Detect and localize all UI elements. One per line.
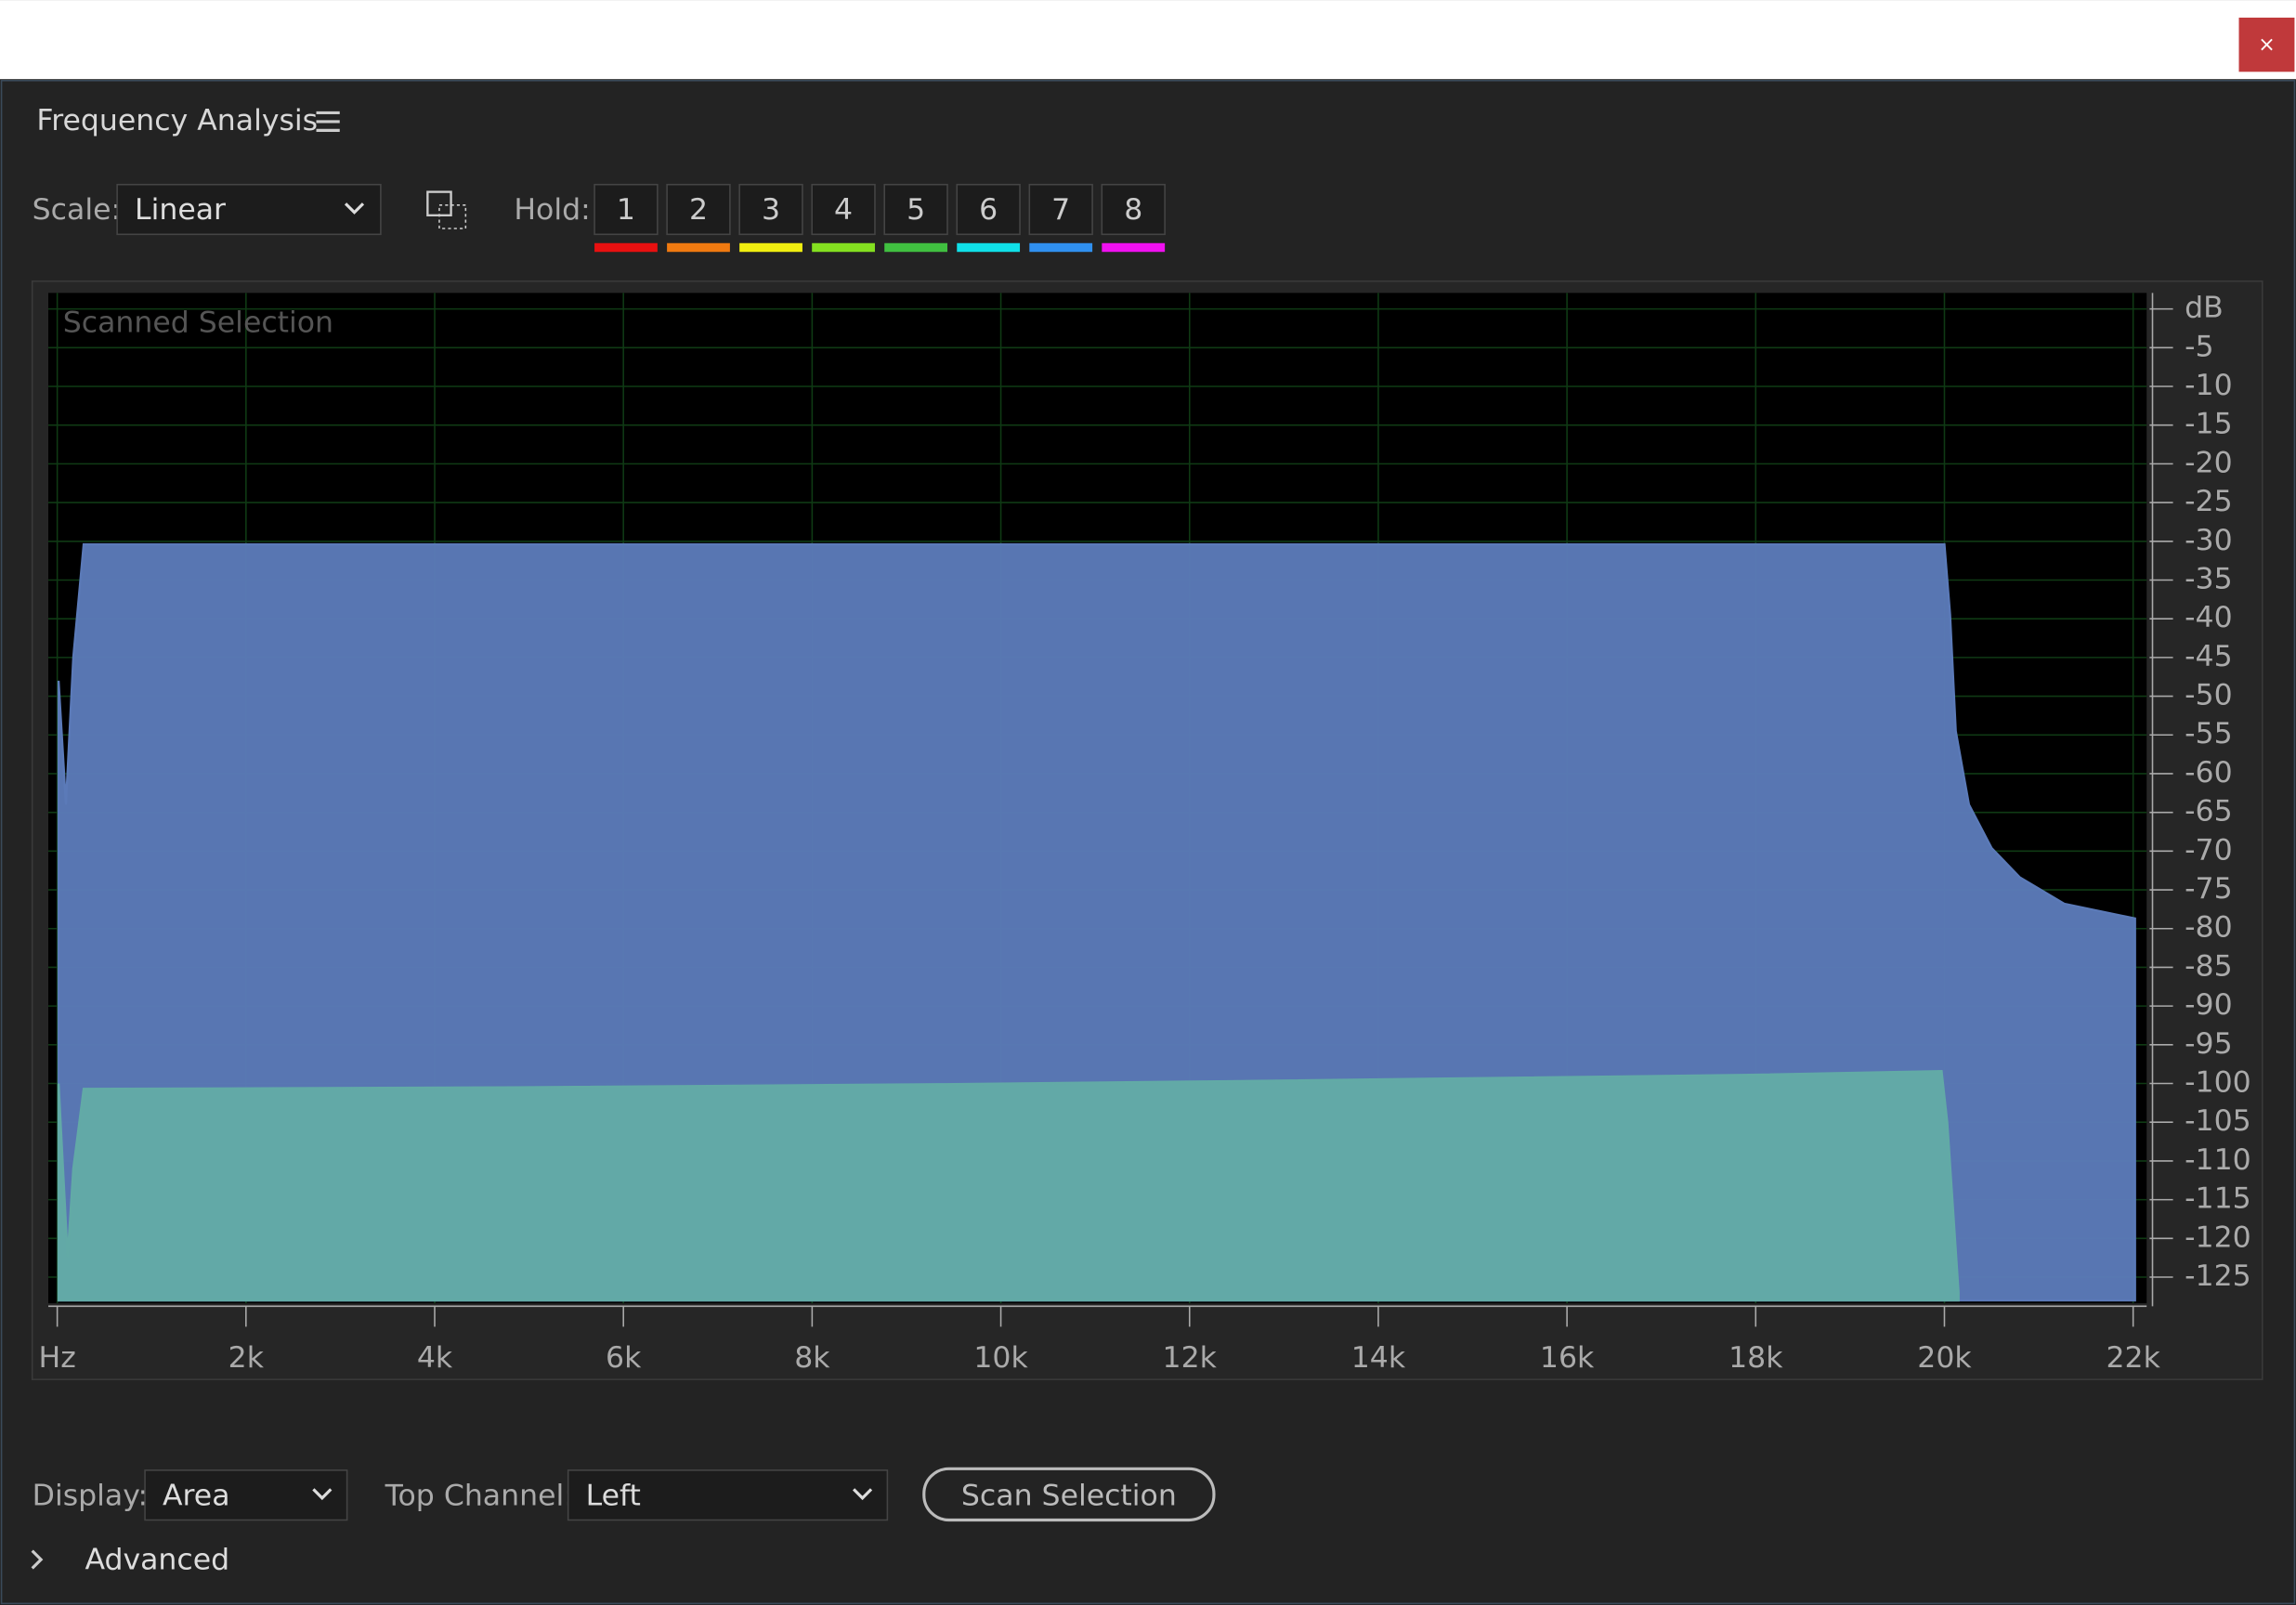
hold-button-label: 4 [834, 193, 853, 227]
y-tick-label: -105 [2185, 1104, 2251, 1138]
close-icon: × [2258, 33, 2276, 57]
y-tick-label: -95 [2185, 1027, 2232, 1061]
y-tick-label: -85 [2185, 949, 2232, 983]
hold-color [739, 242, 802, 253]
x-tick-label: 10k [973, 1341, 1028, 1375]
hold-button[interactable] [666, 183, 731, 236]
y-tick-label: -125 [2185, 1259, 2251, 1293]
hold-button[interactable] [883, 183, 948, 236]
y-tick-label: -50 [2185, 679, 2232, 712]
hold-button[interactable] [738, 183, 803, 236]
x-tick-label: 14k [1351, 1341, 1406, 1375]
hold-color [1029, 242, 1093, 253]
x-tick-label: 22k [2106, 1341, 2160, 1375]
x-tick-label: 8k [794, 1341, 830, 1375]
y-tick-label: -65 [2185, 795, 2232, 829]
advanced-label: Advanced [85, 1544, 229, 1577]
menu-icon[interactable] [316, 111, 340, 132]
channel-value: Left [586, 1479, 641, 1512]
y-tick-label: -20 [2185, 446, 2232, 479]
x-tick-label: 12k [1163, 1341, 1218, 1375]
hold-button-label: 5 [907, 193, 925, 227]
channel-label: Top Channel: [385, 1479, 574, 1512]
hold-button-label: 6 [979, 193, 998, 227]
display-dropdown[interactable] [144, 1469, 348, 1521]
chevron [344, 202, 365, 215]
chevron [312, 1488, 333, 1501]
scale-dropdown[interactable] [116, 183, 382, 236]
hold-button-label: 8 [1124, 193, 1142, 227]
y-tick-label: -45 [2185, 640, 2232, 673]
hold-color [667, 242, 730, 253]
hold-color [812, 242, 875, 253]
hold-color [957, 242, 1021, 253]
x-tick-label: Hz [39, 1341, 76, 1375]
expand-icon[interactable] [31, 1549, 44, 1570]
hold-button[interactable] [1028, 183, 1093, 236]
hold-button-label: 7 [1051, 193, 1070, 227]
hold-color [594, 242, 658, 253]
display-value: Area [163, 1479, 230, 1512]
x-tick-label: 4k [417, 1341, 453, 1375]
hold-button-label: 2 [689, 193, 708, 227]
y-tick-label: -25 [2185, 485, 2232, 518]
hold-button[interactable] [811, 183, 876, 236]
selection-icon-part [438, 203, 467, 229]
y-tick-label: -35 [2185, 562, 2232, 595]
x-tick-label: 2k [228, 1341, 265, 1375]
y-tick-label: -75 [2185, 872, 2232, 906]
y-tick-label: -80 [2185, 911, 2232, 945]
y-tick-label: -40 [2185, 601, 2232, 634]
title-bar [0, 0, 2296, 80]
hold-button[interactable] [1101, 183, 1166, 236]
hold-button[interactable] [594, 183, 659, 236]
y-tick-label: -15 [2185, 408, 2232, 441]
hold-label: Hold: [514, 193, 590, 227]
y-tick-label: -55 [2185, 717, 2232, 750]
hold-button-label: 3 [762, 193, 780, 227]
y-tick-label: -120 [2185, 1220, 2251, 1254]
spectrum-area [57, 1069, 1960, 1302]
y-tick-label: -110 [2185, 1143, 2251, 1177]
y-tick-label: -100 [2185, 1066, 2251, 1100]
scan-button-label: Scan Selection [961, 1479, 1177, 1512]
panel-title: Frequency Analysis [36, 104, 318, 137]
x-tick-label: 6k [606, 1341, 642, 1375]
scan-button[interactable] [922, 1467, 1216, 1522]
x-tick-label: 16k [1540, 1341, 1595, 1375]
display-label: Display: [33, 1479, 149, 1512]
hold-color [1102, 242, 1166, 253]
annotation: Scanned Selection [63, 306, 333, 339]
y-tick-label: -115 [2185, 1182, 2251, 1216]
y-tick-label: -30 [2185, 524, 2232, 557]
y-tick-label: -70 [2185, 833, 2232, 867]
hold-button-label: 1 [617, 193, 635, 227]
chevron [853, 1488, 873, 1501]
close-button[interactable] [2238, 17, 2295, 72]
hold-button[interactable] [956, 183, 1021, 236]
x-tick-label: 18k [1729, 1341, 1783, 1375]
channel-dropdown[interactable] [567, 1469, 889, 1521]
x-tick-label: 20k [1917, 1341, 1972, 1375]
scale-label: Scale: [33, 193, 121, 227]
hold-color [884, 242, 948, 253]
y-tick-label: -5 [2185, 330, 2213, 363]
y-tick-label: -60 [2185, 756, 2232, 789]
y-tick-label: -90 [2185, 988, 2232, 1022]
y-tick-label: -10 [2185, 369, 2232, 402]
scale-value: Linear [135, 193, 226, 227]
y-tick-label: dB [2185, 292, 2224, 325]
